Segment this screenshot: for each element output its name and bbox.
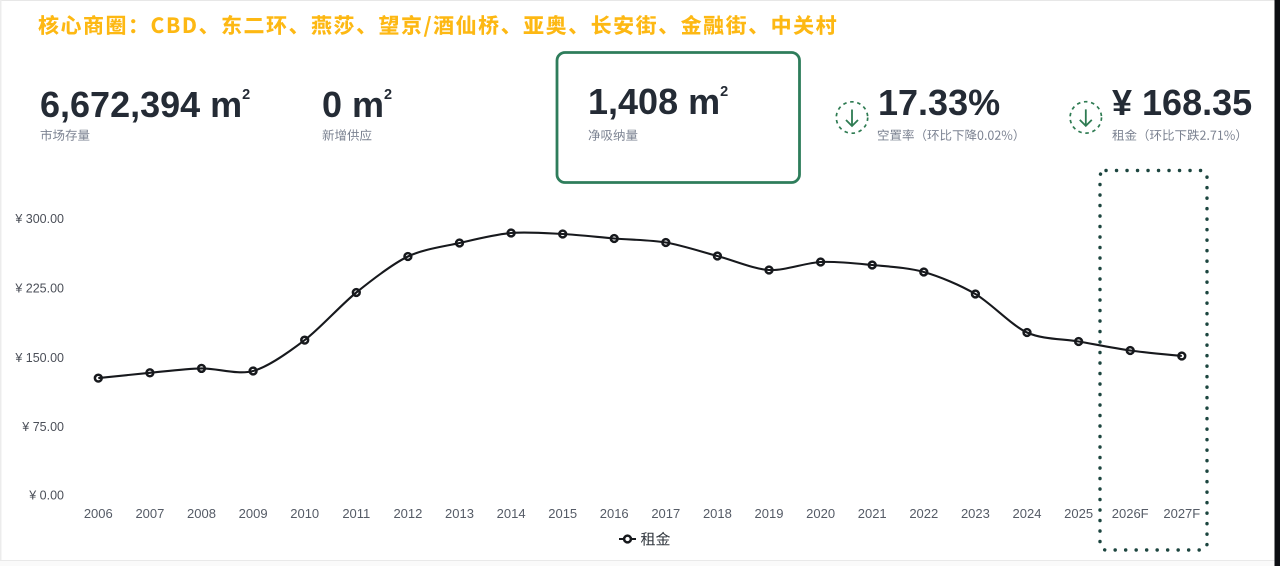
svg-text:2027F: 2027F xyxy=(1163,506,1200,521)
svg-text:2013: 2013 xyxy=(445,506,474,521)
svg-text:1,408 m2: 1,408 m2 xyxy=(588,81,728,122)
svg-text:2014: 2014 xyxy=(497,506,526,521)
svg-text:2008: 2008 xyxy=(187,506,216,521)
svg-text:2011: 2011 xyxy=(342,506,370,521)
svg-text:¥ 168.35: ¥ 168.35 xyxy=(1112,82,1252,123)
svg-text:2023: 2023 xyxy=(961,506,990,521)
svg-text:2020: 2020 xyxy=(806,506,835,521)
svg-text:2009: 2009 xyxy=(239,506,268,521)
svg-text:2018: 2018 xyxy=(703,506,732,521)
svg-text:¥ 150.00: ¥ 150.00 xyxy=(14,351,64,365)
svg-text:2016: 2016 xyxy=(600,506,629,521)
svg-text:2006: 2006 xyxy=(84,506,113,521)
svg-text:2025: 2025 xyxy=(1064,506,1093,521)
svg-text:0 m2: 0 m2 xyxy=(322,84,392,125)
svg-text:¥ 0.00: ¥ 0.00 xyxy=(28,489,64,503)
svg-text:¥ 300.00: ¥ 300.00 xyxy=(14,212,64,226)
svg-text:2021: 2021 xyxy=(858,506,887,521)
svg-text:2017: 2017 xyxy=(651,506,680,521)
svg-text:2024: 2024 xyxy=(1013,506,1042,521)
svg-text:2022: 2022 xyxy=(909,506,938,521)
svg-text:2019: 2019 xyxy=(755,506,784,521)
svg-text:2007: 2007 xyxy=(135,506,164,521)
svg-text:17.33%: 17.33% xyxy=(878,82,1000,123)
svg-text:¥ 75.00: ¥ 75.00 xyxy=(21,420,64,434)
svg-text:6,672,394 m2: 6,672,394 m2 xyxy=(40,84,250,125)
svg-text:2026F: 2026F xyxy=(1112,506,1149,521)
svg-text:2015: 2015 xyxy=(548,506,577,521)
svg-text:2012: 2012 xyxy=(393,506,422,521)
svg-text:2010: 2010 xyxy=(290,506,319,521)
svg-text:¥ 225.00: ¥ 225.00 xyxy=(14,282,64,296)
